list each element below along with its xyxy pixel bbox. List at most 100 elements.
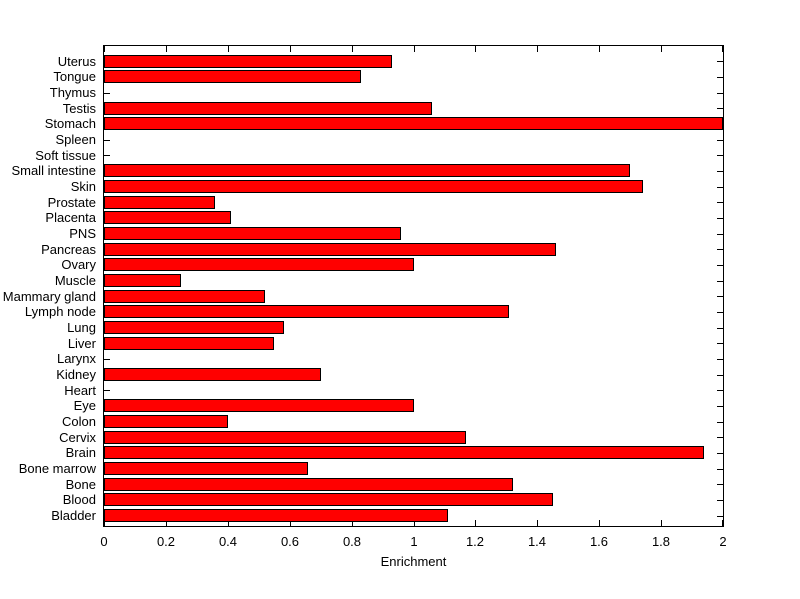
y-tick-mark-right <box>717 140 723 141</box>
x-tick-mark-top <box>228 46 229 52</box>
x-tick-label-0: 0 <box>100 534 108 549</box>
y-tick-mark-right <box>717 484 723 485</box>
x-tick-label-1.2: 1.2 <box>465 534 485 549</box>
y-tick-label-lymph-node: Lymph node <box>24 304 96 319</box>
y-tick-label-ovary: Ovary <box>61 257 96 272</box>
y-tick-mark-right <box>717 93 723 94</box>
bar-bladder <box>104 509 448 522</box>
y-tick-mark-right <box>717 155 723 156</box>
y-tick-label-liver: Liver <box>67 336 96 351</box>
y-tick-mark-right <box>717 343 723 344</box>
y-tick-mark-left <box>104 140 110 141</box>
bar-small-intestine <box>104 164 630 177</box>
bar-bone <box>104 478 513 491</box>
y-tick-label-tongue: Tongue <box>53 69 96 84</box>
bar-testis <box>104 102 432 115</box>
y-tick-label-lung: Lung <box>67 320 96 335</box>
y-tick-label-bone: Bone <box>65 477 96 492</box>
y-tick-label-larynx: Larynx <box>56 351 96 366</box>
x-axis-title: Enrichment <box>380 554 447 569</box>
y-tick-mark-right <box>717 437 723 438</box>
y-tick-label-kidney: Kidney <box>56 367 96 382</box>
bar-liver <box>104 337 274 350</box>
y-tick-mark-right <box>717 249 723 250</box>
bar-tongue <box>104 70 361 83</box>
x-tick-mark-top <box>661 46 662 52</box>
bar-stomach <box>104 117 723 130</box>
y-tick-label-prostate: Prostate <box>47 195 96 210</box>
bar-blood <box>104 493 553 506</box>
y-tick-label-muscle: Muscle <box>54 273 96 288</box>
y-tick-mark-right <box>717 469 723 470</box>
bar-placenta <box>104 211 231 224</box>
y-tick-mark-right <box>717 453 723 454</box>
x-tick-mark-top <box>475 46 476 52</box>
x-tick-mark-bottom <box>599 520 600 526</box>
x-tick-mark-top <box>599 46 600 52</box>
x-tick-mark-top <box>414 46 415 52</box>
y-tick-mark-right <box>717 171 723 172</box>
y-tick-label-soft-tissue: Soft tissue <box>35 148 96 163</box>
bar-pns <box>104 227 401 240</box>
bar-pancreas <box>104 243 556 256</box>
y-tick-mark-left <box>104 93 110 94</box>
y-tick-mark-right <box>717 312 723 313</box>
x-tick-label-2: 2 <box>719 534 727 549</box>
x-tick-mark-top <box>537 46 538 52</box>
y-tick-label-colon: Colon <box>62 414 96 429</box>
x-tick-label-1.6: 1.6 <box>589 534 609 549</box>
x-tick-label-0.8: 0.8 <box>342 534 362 549</box>
bar-prostate <box>104 196 215 209</box>
bar-cervix <box>104 431 466 444</box>
y-tick-mark-right <box>717 108 723 109</box>
y-tick-mark-right <box>717 61 723 62</box>
y-tick-mark-right <box>717 406 723 407</box>
y-tick-mark-right <box>717 422 723 423</box>
bar-muscle <box>104 274 181 287</box>
y-tick-mark-right <box>717 516 723 517</box>
y-tick-label-skin: Skin <box>70 179 96 194</box>
y-tick-mark-right <box>717 390 723 391</box>
y-tick-label-mammary-gland: Mammary gland <box>2 289 96 304</box>
x-tick-mark-top <box>352 46 353 52</box>
y-tick-label-brain: Brain <box>65 445 96 460</box>
y-tick-mark-left <box>104 155 110 156</box>
y-tick-label-placenta: Placenta <box>45 210 96 225</box>
bar-brain <box>104 446 704 459</box>
x-tick-mark-bottom <box>228 520 229 526</box>
bar-lymph-node <box>104 305 509 318</box>
x-tick-label-0.4: 0.4 <box>218 534 238 549</box>
x-tick-label-0.2: 0.2 <box>156 534 176 549</box>
y-tick-label-spleen: Spleen <box>55 132 96 147</box>
x-tick-mark-bottom <box>722 520 723 526</box>
x-tick-mark-top <box>722 46 723 52</box>
x-tick-mark-bottom <box>661 520 662 526</box>
x-tick-mark-bottom <box>414 520 415 526</box>
y-tick-label-heart: Heart <box>64 383 96 398</box>
bar-kidney <box>104 368 321 381</box>
x-tick-label-0.6: 0.6 <box>280 534 300 549</box>
y-tick-mark-right <box>717 77 723 78</box>
bar-bone-marrow <box>104 462 308 475</box>
y-tick-label-testis: Testis <box>62 101 96 116</box>
y-tick-mark-left <box>104 359 110 360</box>
y-tick-label-small-intestine: Small intestine <box>11 163 96 178</box>
bar-colon <box>104 415 228 428</box>
y-tick-mark-right <box>717 202 723 203</box>
y-tick-label-cervix: Cervix <box>59 430 96 445</box>
y-tick-mark-right <box>717 187 723 188</box>
x-tick-mark-bottom <box>104 520 105 526</box>
y-tick-mark-right <box>717 359 723 360</box>
bar-eye <box>104 399 414 412</box>
y-tick-mark-right <box>717 296 723 297</box>
y-tick-mark-right <box>717 218 723 219</box>
plot-area <box>103 45 724 527</box>
y-tick-mark-left <box>104 390 110 391</box>
y-tick-label-pns: PNS <box>69 226 96 241</box>
y-tick-label-bladder: Bladder <box>51 508 96 523</box>
x-tick-mark-bottom <box>475 520 476 526</box>
x-tick-label-1.4: 1.4 <box>527 534 547 549</box>
y-tick-label-bone-marrow: Bone marrow <box>18 461 96 476</box>
bar-uterus <box>104 55 392 68</box>
y-tick-label-pancreas: Pancreas <box>41 242 96 257</box>
